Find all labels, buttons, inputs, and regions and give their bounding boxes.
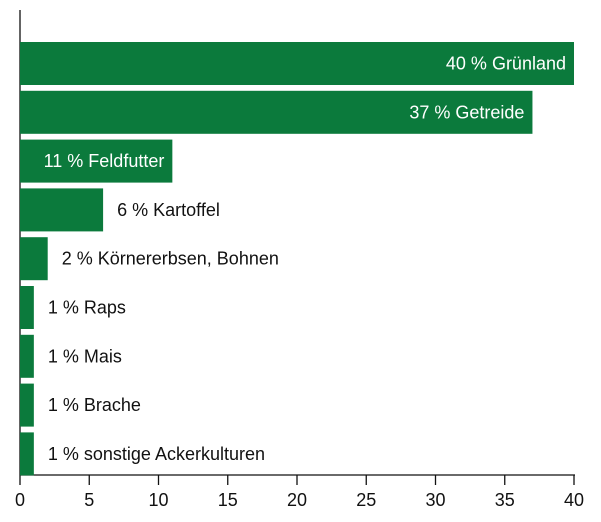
bar-label: 1 % Brache: [48, 395, 141, 415]
bar: [20, 139, 173, 183]
bar-label: 6 % Kartoffel: [117, 200, 220, 220]
bar: [20, 432, 34, 476]
bar: [20, 334, 34, 378]
bar-label: 40 % Grünland: [446, 53, 566, 73]
category-label: Kartoffel: [153, 200, 220, 220]
category-label: Feldfutter: [88, 151, 164, 171]
bar: [20, 237, 48, 281]
category-label: Brache: [84, 395, 141, 415]
x-tick-label: 25: [356, 490, 376, 510]
category-label: Raps: [84, 297, 126, 317]
x-tick-label: 40: [564, 490, 584, 510]
x-tick-label: 30: [425, 490, 445, 510]
x-tick-label: 10: [148, 490, 168, 510]
value-label: 1 %: [48, 297, 79, 317]
value-label: 2 %: [62, 248, 93, 268]
x-tick-label: 35: [495, 490, 515, 510]
x-tick-label: 20: [287, 490, 307, 510]
bar: [20, 188, 104, 232]
category-label: Getreide: [455, 102, 524, 122]
category-label: Körnererbsen, Bohnen: [98, 248, 279, 268]
bar: [20, 42, 574, 85]
bar: [20, 383, 34, 427]
bar-label: 37 % Getreide: [409, 102, 524, 122]
bar-label: 1 % Raps: [48, 297, 126, 317]
bar-label: 11 % Feldfutter: [44, 151, 165, 171]
category-label: Grünland: [492, 53, 566, 73]
bar-label: 2 % Körnererbsen, Bohnen: [62, 248, 279, 268]
value-label: 6 %: [117, 200, 148, 220]
category-label: Mais: [84, 346, 122, 366]
bar: [20, 90, 533, 134]
x-tick-label: 0: [15, 490, 25, 510]
category-label: sonstige Ackerkulturen: [84, 444, 265, 464]
value-label: 1 %: [48, 346, 79, 366]
value-label: 37 %: [409, 102, 450, 122]
value-label: 11 %: [44, 151, 84, 171]
value-label: 1 %: [48, 444, 79, 464]
bar-label: 1 % Mais: [48, 346, 122, 366]
x-tick-label: 5: [84, 490, 94, 510]
bar-label: 1 % sonstige Ackerkulturen: [48, 444, 265, 464]
bar: [20, 286, 34, 329]
value-label: 40 %: [446, 53, 487, 73]
x-tick-label: 15: [218, 490, 238, 510]
value-label: 1 %: [48, 395, 79, 415]
